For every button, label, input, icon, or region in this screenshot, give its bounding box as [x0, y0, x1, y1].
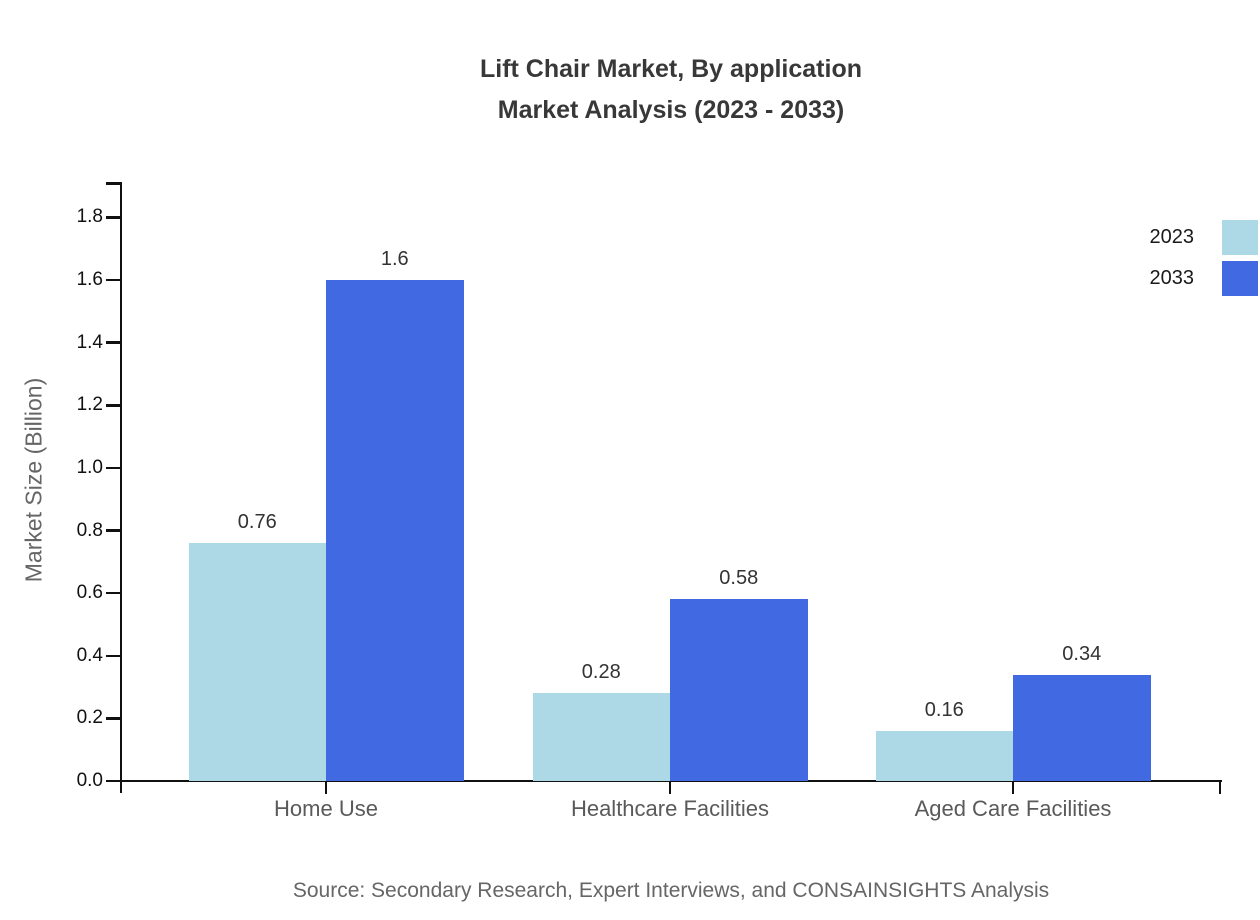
y-tick-label-1.2: 1.2: [76, 394, 103, 416]
y-tick-label-0.4: 0.4: [76, 644, 103, 666]
bar-2033-healthcare-facilities: [670, 599, 808, 781]
chart-title-line1: Lift Chair Market, By application: [479, 55, 862, 83]
bar-2023-healthcare-facilities: [532, 693, 670, 781]
y-tick-0.0: [106, 779, 121, 783]
y-tick-0.6: [106, 591, 121, 595]
y-axis-end-tick: [106, 182, 121, 185]
y-tick-label-1.4: 1.4: [76, 331, 103, 353]
source-text: Source: Secondary Research, Expert Inter…: [292, 879, 1050, 902]
x-axis-line: [107, 779, 1222, 783]
value-label-2023-aged-care-facilities: 0.16: [924, 698, 964, 721]
y-tick-label-1.6: 1.6: [76, 269, 103, 291]
x-tick-home-use: [324, 781, 328, 794]
legend-swatch-2023: [1222, 220, 1258, 255]
legend-swatch-2033: [1222, 261, 1258, 296]
x-tick-healthcare-facilities: [668, 781, 672, 794]
value-label-2033-home-use: 1.6: [380, 248, 409, 271]
category-label-aged-care-facilities: Aged Care Facilities: [914, 796, 1112, 821]
y-tick-1.4: [106, 341, 121, 344]
bar-2033-aged-care-facilities: [1013, 674, 1151, 781]
y-tick-0.2: [106, 717, 121, 720]
value-label-2023-healthcare-facilities: 0.28: [581, 661, 621, 684]
y-tick-label-1.8: 1.8: [76, 206, 103, 228]
value-label-2033-healthcare-facilities: 0.58: [719, 567, 759, 590]
chart-title: Lift Chair Market, By application Market…: [82, 49, 1260, 131]
bar-2033-home-use: [326, 280, 464, 781]
bar-2023-home-use: [188, 543, 326, 781]
value-label-2023-home-use: 0.76: [237, 511, 277, 534]
y-tick-label-0.8: 0.8: [76, 519, 103, 541]
y-tick-1.2: [106, 404, 121, 407]
chart-title-line2: Market Analysis (2023 - 2033): [497, 96, 845, 124]
y-tick-label-0.6: 0.6: [76, 582, 103, 604]
y-tick-label-0.0: 0.0: [76, 770, 103, 791]
y-tick-label-1.0: 1.0: [76, 456, 103, 478]
bar-2023-aged-care-facilities: [875, 730, 1013, 781]
y-tick-0.8: [106, 529, 121, 532]
value-label-2033-aged-care-facilities: 0.34: [1062, 642, 1102, 665]
y-tick-1.8: [106, 216, 121, 219]
category-label-healthcare-facilities: Healthcare Facilities: [570, 796, 770, 821]
legend-label-2033: 2033: [1149, 267, 1195, 289]
x-axis-end-tick: [1218, 781, 1221, 794]
y-tick-1.6: [106, 278, 121, 282]
y-tick-label-0.2: 0.2: [76, 707, 103, 729]
x-tick-aged-care-facilities: [1011, 781, 1015, 794]
y-axis-line: [119, 182, 123, 793]
y-tick-0.4: [106, 654, 121, 658]
y-tick-1.0: [106, 466, 121, 470]
legend-label-2023: 2023: [1149, 226, 1195, 248]
category-label-home-use: Home Use: [274, 796, 378, 821]
